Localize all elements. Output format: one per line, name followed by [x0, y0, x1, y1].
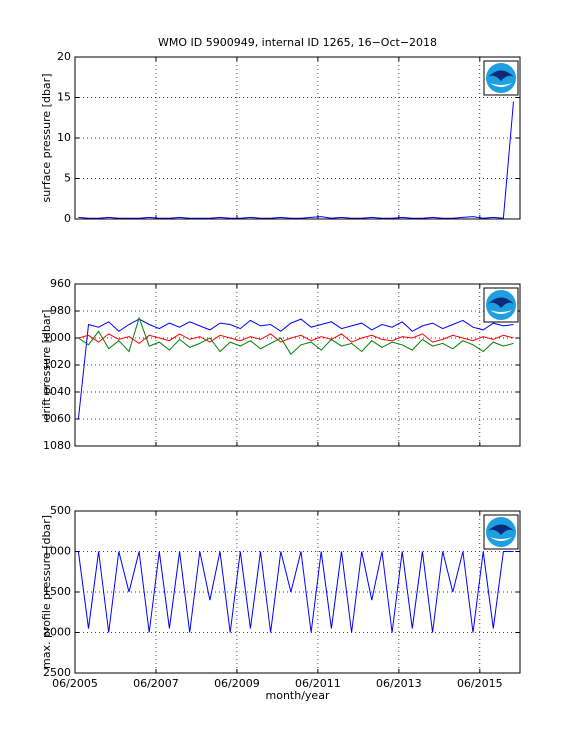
y-tick-label: 980 [50, 304, 71, 317]
logo [483, 60, 519, 96]
y-tick-label: 15 [57, 91, 71, 104]
x-tick-label: 06/2013 [376, 677, 422, 690]
logo [483, 514, 519, 550]
y-axis-label: max. profile pressure [dbar] [40, 515, 53, 669]
y-tick-label: 2000 [43, 626, 71, 639]
y-axis-label: drift pressure [dbar] [40, 310, 53, 421]
x-tick-label: 06/2015 [457, 677, 503, 690]
x-axis-label: month/year [266, 689, 330, 702]
chart-title: WMO ID 5900949, internal ID 1265, 16−Oct… [158, 36, 437, 49]
x-tick-label: 06/2009 [214, 677, 260, 690]
y-tick-label: 1000 [43, 331, 71, 344]
data-line [78, 333, 514, 345]
data-line [77, 551, 514, 633]
y-axis-label: surface pressure [dbar] [40, 74, 53, 203]
x-tick-label: 06/2007 [133, 677, 179, 690]
data-line [77, 318, 514, 420]
y-tick-label: 0 [64, 212, 71, 225]
plot-frame [74, 283, 521, 447]
data-line [78, 316, 514, 355]
y-tick-label: 2500 [43, 666, 71, 679]
y-tick-label: 960 [50, 277, 71, 290]
logo-bird [488, 70, 514, 81]
logo-wave [490, 83, 512, 87]
logo-wave [490, 310, 512, 314]
logo [483, 287, 519, 323]
y-tick-label: 10 [57, 131, 71, 144]
y-tick-label: 1020 [43, 358, 71, 371]
logo-bird [488, 297, 514, 308]
y-tick-label: 1000 [43, 545, 71, 558]
y-tick-label: 1060 [43, 412, 71, 425]
x-tick-label: 06/2005 [52, 677, 98, 690]
y-tick-label: 1040 [43, 385, 71, 398]
data-line [78, 101, 514, 219]
y-tick-label: 500 [50, 504, 71, 517]
y-tick-label: 1500 [43, 585, 71, 598]
x-tick-label: 06/2011 [295, 677, 341, 690]
y-tick-label: 20 [57, 50, 71, 63]
logo-wave [490, 537, 512, 541]
y-tick-label: 5 [64, 172, 71, 185]
logo-bird [488, 524, 514, 535]
plot-frame [74, 510, 521, 674]
plot-frame [74, 56, 521, 220]
y-tick-label: 1080 [43, 439, 71, 452]
